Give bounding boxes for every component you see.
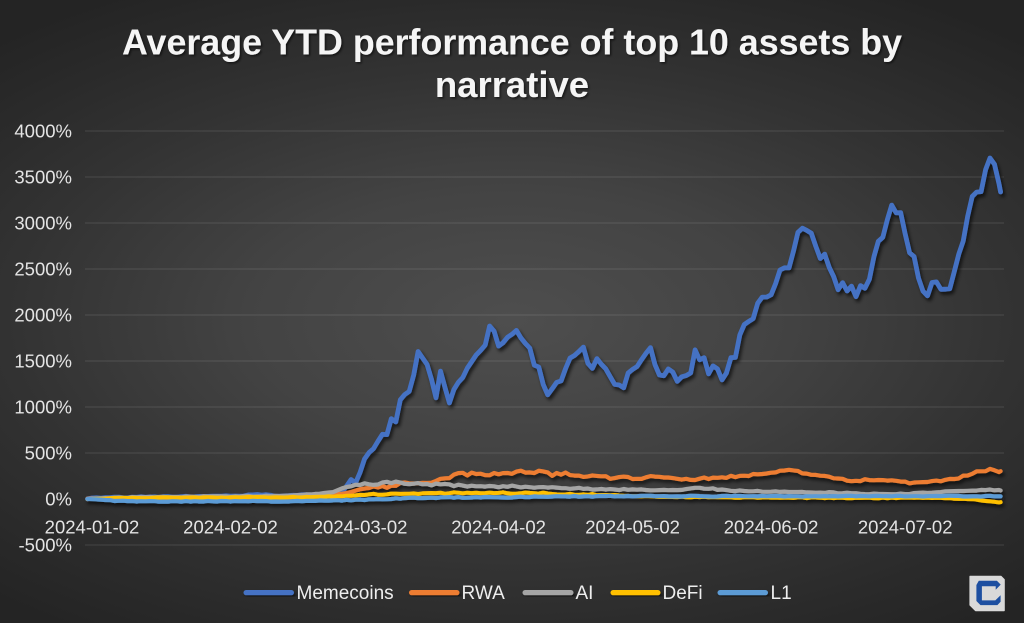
svg-text:narrative: narrative xyxy=(435,64,589,105)
svg-text:DeFi: DeFi xyxy=(663,583,703,604)
svg-text:2024-02-02: 2024-02-02 xyxy=(183,517,278,538)
svg-text:3500%: 3500% xyxy=(14,167,72,188)
svg-text:2500%: 2500% xyxy=(14,259,72,280)
svg-text:-500%: -500% xyxy=(19,535,72,556)
svg-text:1500%: 1500% xyxy=(14,351,72,372)
svg-text:500%: 500% xyxy=(25,443,72,464)
svg-text:Average YTD performance of top: Average YTD performance of top 10 assets… xyxy=(122,22,903,63)
svg-text:2024-04-02: 2024-04-02 xyxy=(451,517,546,538)
svg-text:2024-07-02: 2024-07-02 xyxy=(858,517,953,538)
svg-text:RWA: RWA xyxy=(462,583,506,604)
svg-text:0%: 0% xyxy=(45,489,72,510)
svg-text:L1: L1 xyxy=(771,583,792,604)
svg-text:2024-06-02: 2024-06-02 xyxy=(724,517,819,538)
svg-text:1000%: 1000% xyxy=(14,397,72,418)
svg-text:2024-01-02: 2024-01-02 xyxy=(45,517,140,538)
svg-text:2024-03-02: 2024-03-02 xyxy=(313,517,408,538)
svg-text:AI: AI xyxy=(576,583,594,604)
svg-text:4000%: 4000% xyxy=(14,121,72,142)
svg-text:Memecoins: Memecoins xyxy=(297,583,394,604)
svg-text:3000%: 3000% xyxy=(14,213,72,234)
svg-text:2024-05-02: 2024-05-02 xyxy=(585,517,680,538)
svg-text:2000%: 2000% xyxy=(14,305,72,326)
